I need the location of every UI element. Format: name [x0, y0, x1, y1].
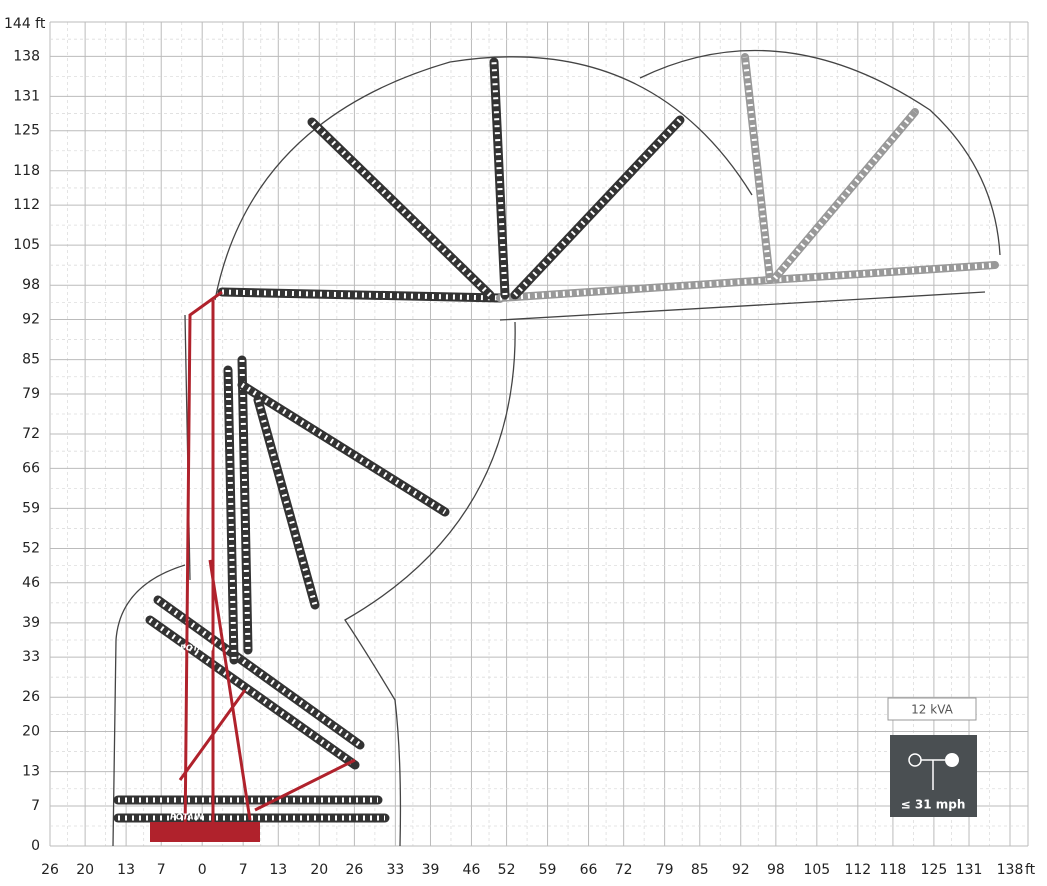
x-tick-label: 59 — [539, 862, 557, 878]
x-tick-label: 0 — [198, 862, 207, 878]
x-tick-label: 33 — [386, 862, 404, 878]
y-tick-label: 26 — [22, 689, 40, 705]
x-tick-label: 79 — [656, 862, 674, 878]
y-tick-label: 98 — [22, 277, 40, 293]
y-tick-label: 7 — [31, 798, 40, 814]
x-tick-label: 118 — [880, 862, 907, 878]
crane-drawings: POTAIN POTAIN POTAIN — [113, 53, 999, 842]
brand-label: POTAIN — [265, 308, 299, 317]
x-tick-label: 131 — [956, 862, 983, 878]
x-tick-label: 125 — [921, 862, 948, 878]
wind-icon — [945, 753, 959, 767]
y-tick-label: 138 — [13, 48, 40, 64]
y-tick-label: 46 — [22, 575, 40, 591]
x-tick-label: 72 — [615, 862, 633, 878]
x-tick-label: 39 — [422, 862, 440, 878]
crane-base — [150, 822, 260, 842]
y-tick-label: 66 — [22, 460, 40, 476]
y-tick-label: 85 — [22, 352, 40, 368]
y-tick-label: 105 — [13, 237, 40, 253]
x-tick-label: 92 — [732, 862, 750, 878]
axes: 26 20 13 7 0 7 13 20 26 33 39 46 52 59 66 72 79 85 92 98 105… — [4, 16, 1036, 878]
y-tick-label: 0 — [31, 838, 40, 854]
power-label: 12 kVA — [911, 703, 953, 717]
x-tick-label: 138 — [997, 862, 1024, 878]
y-tick-label: 125 — [13, 123, 40, 139]
y-tick-label: 72 — [22, 426, 40, 442]
x-tick-label: 13 — [117, 862, 135, 878]
y-tick-label: 59 — [22, 500, 40, 516]
x-tick-label: 20 — [76, 862, 94, 878]
x-tick-label: 26 — [41, 862, 59, 878]
x-tick-label: 26 — [345, 862, 363, 878]
y-tick-label: 112 — [13, 197, 40, 213]
power-badge — [887, 697, 977, 721]
y-tick-label: 20 — [22, 724, 40, 740]
x-tick-label: 112 — [844, 862, 871, 878]
y-tick-label: 118 — [13, 163, 40, 179]
x-tick-label: 13 — [269, 862, 287, 878]
x-axis-unit: ft — [1025, 862, 1036, 878]
x-tick-label: 52 — [498, 862, 516, 878]
x-tick-label: 105 — [803, 862, 830, 878]
x-tick-label: 7 — [239, 862, 248, 878]
x-tick-label: 85 — [691, 862, 709, 878]
y-tick-label: 13 — [22, 764, 40, 780]
y-tick-label: 144 ft — [4, 16, 46, 32]
y-tick-label: 52 — [22, 540, 40, 556]
y-tick-label: 92 — [22, 312, 40, 328]
x-tick-label: 20 — [310, 862, 328, 878]
x-tick-label: 66 — [580, 862, 598, 878]
brand-label: POTAIN — [170, 813, 204, 822]
y-tick-label: 33 — [22, 649, 40, 665]
x-tick-label: 46 — [463, 862, 481, 878]
y-tick-label: 79 — [22, 386, 40, 402]
wind-label: ≤ 31 mph — [901, 798, 966, 812]
grid — [49, 21, 1029, 847]
x-tick-label: 98 — [767, 862, 785, 878]
y-tick-label: 131 — [13, 88, 40, 104]
x-tick-label: 7 — [157, 862, 166, 878]
y-tick-label: 39 — [22, 615, 40, 631]
brand-label: POTAIN — [180, 644, 214, 653]
